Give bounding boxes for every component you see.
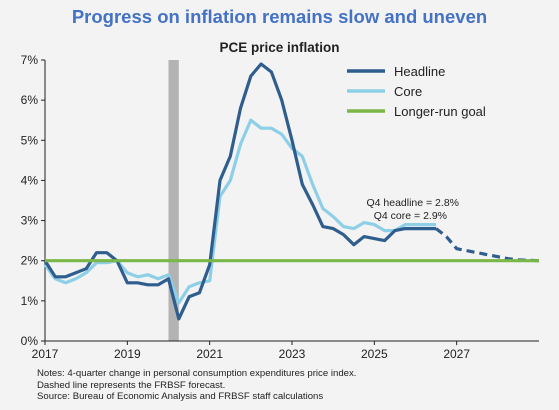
y-tick-label: 0% (21, 334, 39, 348)
x-tick-label: 2023 (279, 347, 306, 361)
y-tick-label: 3% (21, 214, 39, 228)
legend-label: Headline (394, 64, 445, 79)
notes-line: Source: Bureau of Economic Analysis and … (37, 391, 324, 403)
chart-notes: Notes: 4-quarter change in personal cons… (37, 368, 356, 403)
annotation-headline: Q4 headline = 2.8% (366, 197, 459, 209)
y-tick-label: 5% (21, 133, 39, 147)
notes-line: Dashed line represents the FRBSF forecas… (37, 379, 226, 391)
y-tick-label: 6% (21, 93, 39, 107)
series-layer (43, 62, 540, 321)
y-tick-label: 4% (21, 173, 39, 187)
x-tick-label: 2027 (443, 347, 470, 361)
annotation-core: Q4 core = 2.9% (374, 210, 447, 222)
chart-title: PCE price inflation (219, 40, 340, 55)
x-tick-label: 2019 (114, 347, 141, 361)
annotations: Q4 headline = 2.8%Q4 core = 2.9% (366, 197, 459, 222)
page-title: Progress on inflation remains slow and u… (71, 6, 488, 27)
series-line-frbsf-forecast (435, 227, 540, 263)
x-tick-label: 2025 (361, 347, 388, 361)
y-tick-label: 1% (21, 294, 39, 308)
legend-label: Longer-run goal (394, 104, 486, 119)
notes-line: Notes: 4-quarter change in personal cons… (37, 368, 357, 379)
y-tick-label: 2% (21, 254, 39, 268)
series-line-headline (43, 62, 437, 321)
legend-label: Core (394, 84, 422, 99)
shaded-period-layer (168, 60, 179, 341)
x-tick-label: 2017 (32, 347, 59, 361)
y-tick-label: 7% (21, 53, 39, 67)
axis-layer: 0% 1% 2% 3% 4% 5% 6% 7% 2017 2019 2021 2023 2025 2027 (21, 53, 539, 361)
legend: Headline Core Longer-run goal (347, 64, 486, 119)
recession-shading (168, 60, 179, 341)
x-tick-label: 2021 (196, 347, 223, 361)
